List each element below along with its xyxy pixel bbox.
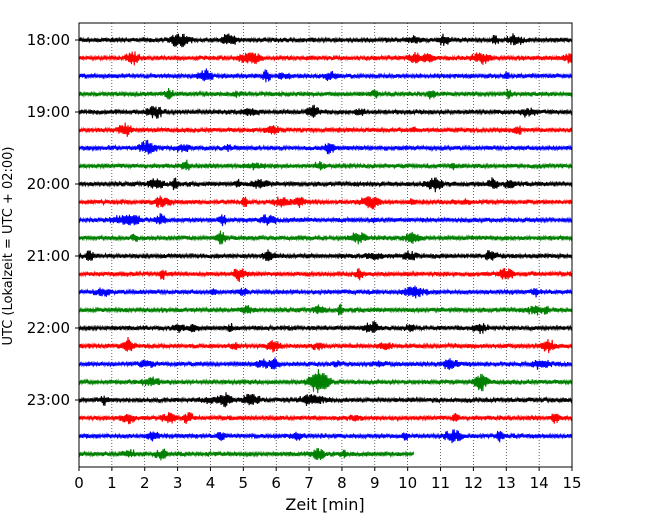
seismic-trace xyxy=(78,230,573,245)
y-axis-label: UTC (Lokalzeit = UTC + 02:00) xyxy=(1,147,16,346)
x-tick-label: 8 xyxy=(337,474,347,492)
seismic-trace xyxy=(78,213,573,227)
seismic-trace xyxy=(78,122,573,137)
x-tick-label: 9 xyxy=(370,474,380,492)
x-tick-label: 15 xyxy=(562,474,581,492)
x-tick-label: 13 xyxy=(497,474,516,492)
seismic-trace xyxy=(78,429,573,444)
minute-grid xyxy=(111,23,540,467)
x-tick-label: 1 xyxy=(107,474,117,492)
seismic-trace xyxy=(78,303,573,316)
x-axis-ticks: 0 1 2 3 4 5 6 7 8 9 10 11 12 13 14 15 xyxy=(74,467,582,492)
seismic-trace xyxy=(78,369,573,394)
seismic-trace xyxy=(78,336,573,354)
x-tick-label: 14 xyxy=(530,474,549,492)
y-tick-label: 22:00 xyxy=(27,319,70,337)
seismic-trace xyxy=(78,177,573,193)
seismic-trace xyxy=(78,285,573,299)
seismic-trace xyxy=(78,68,573,83)
x-tick-label: 0 xyxy=(74,474,84,492)
y-axis-ticks: 18:00 19:00 20:00 21:00 22:00 23:00 xyxy=(27,31,79,409)
seismic-trace xyxy=(78,139,573,155)
seismic-trace xyxy=(78,249,573,262)
x-tick-label: 5 xyxy=(239,474,249,492)
seismic-trace xyxy=(78,51,573,66)
x-tick-label: 7 xyxy=(304,474,314,492)
y-tick-label: 23:00 xyxy=(27,391,70,409)
seismic-traces xyxy=(78,33,573,461)
plot-frame xyxy=(78,22,573,468)
x-tick-label: 6 xyxy=(271,474,281,492)
seismic-trace xyxy=(78,159,573,171)
x-tick-label: 12 xyxy=(464,474,483,492)
seismic-trace xyxy=(78,33,573,48)
y-tick-label: 21:00 xyxy=(27,247,70,265)
x-tick-label: 10 xyxy=(398,474,417,492)
y-tick-label: 19:00 xyxy=(27,103,70,121)
y-tick-label: 18:00 xyxy=(27,31,70,49)
x-tick-label: 11 xyxy=(431,474,450,492)
seismic-trace xyxy=(78,392,573,408)
y-tick-label: 20:00 xyxy=(27,175,70,193)
seismic-trace xyxy=(78,447,415,461)
x-tick-label: 3 xyxy=(173,474,183,492)
seismic-trace xyxy=(78,357,573,371)
seismic-trace xyxy=(78,321,573,335)
seismic-trace xyxy=(78,412,573,425)
seismic-trace xyxy=(78,87,573,100)
seismic-trace xyxy=(78,267,573,283)
seismic-trace xyxy=(78,104,573,119)
x-tick-label: 4 xyxy=(206,474,216,492)
seismic-trace xyxy=(78,195,573,210)
x-tick-label: 2 xyxy=(140,474,150,492)
x-axis-label: Zeit [min] xyxy=(285,495,364,514)
